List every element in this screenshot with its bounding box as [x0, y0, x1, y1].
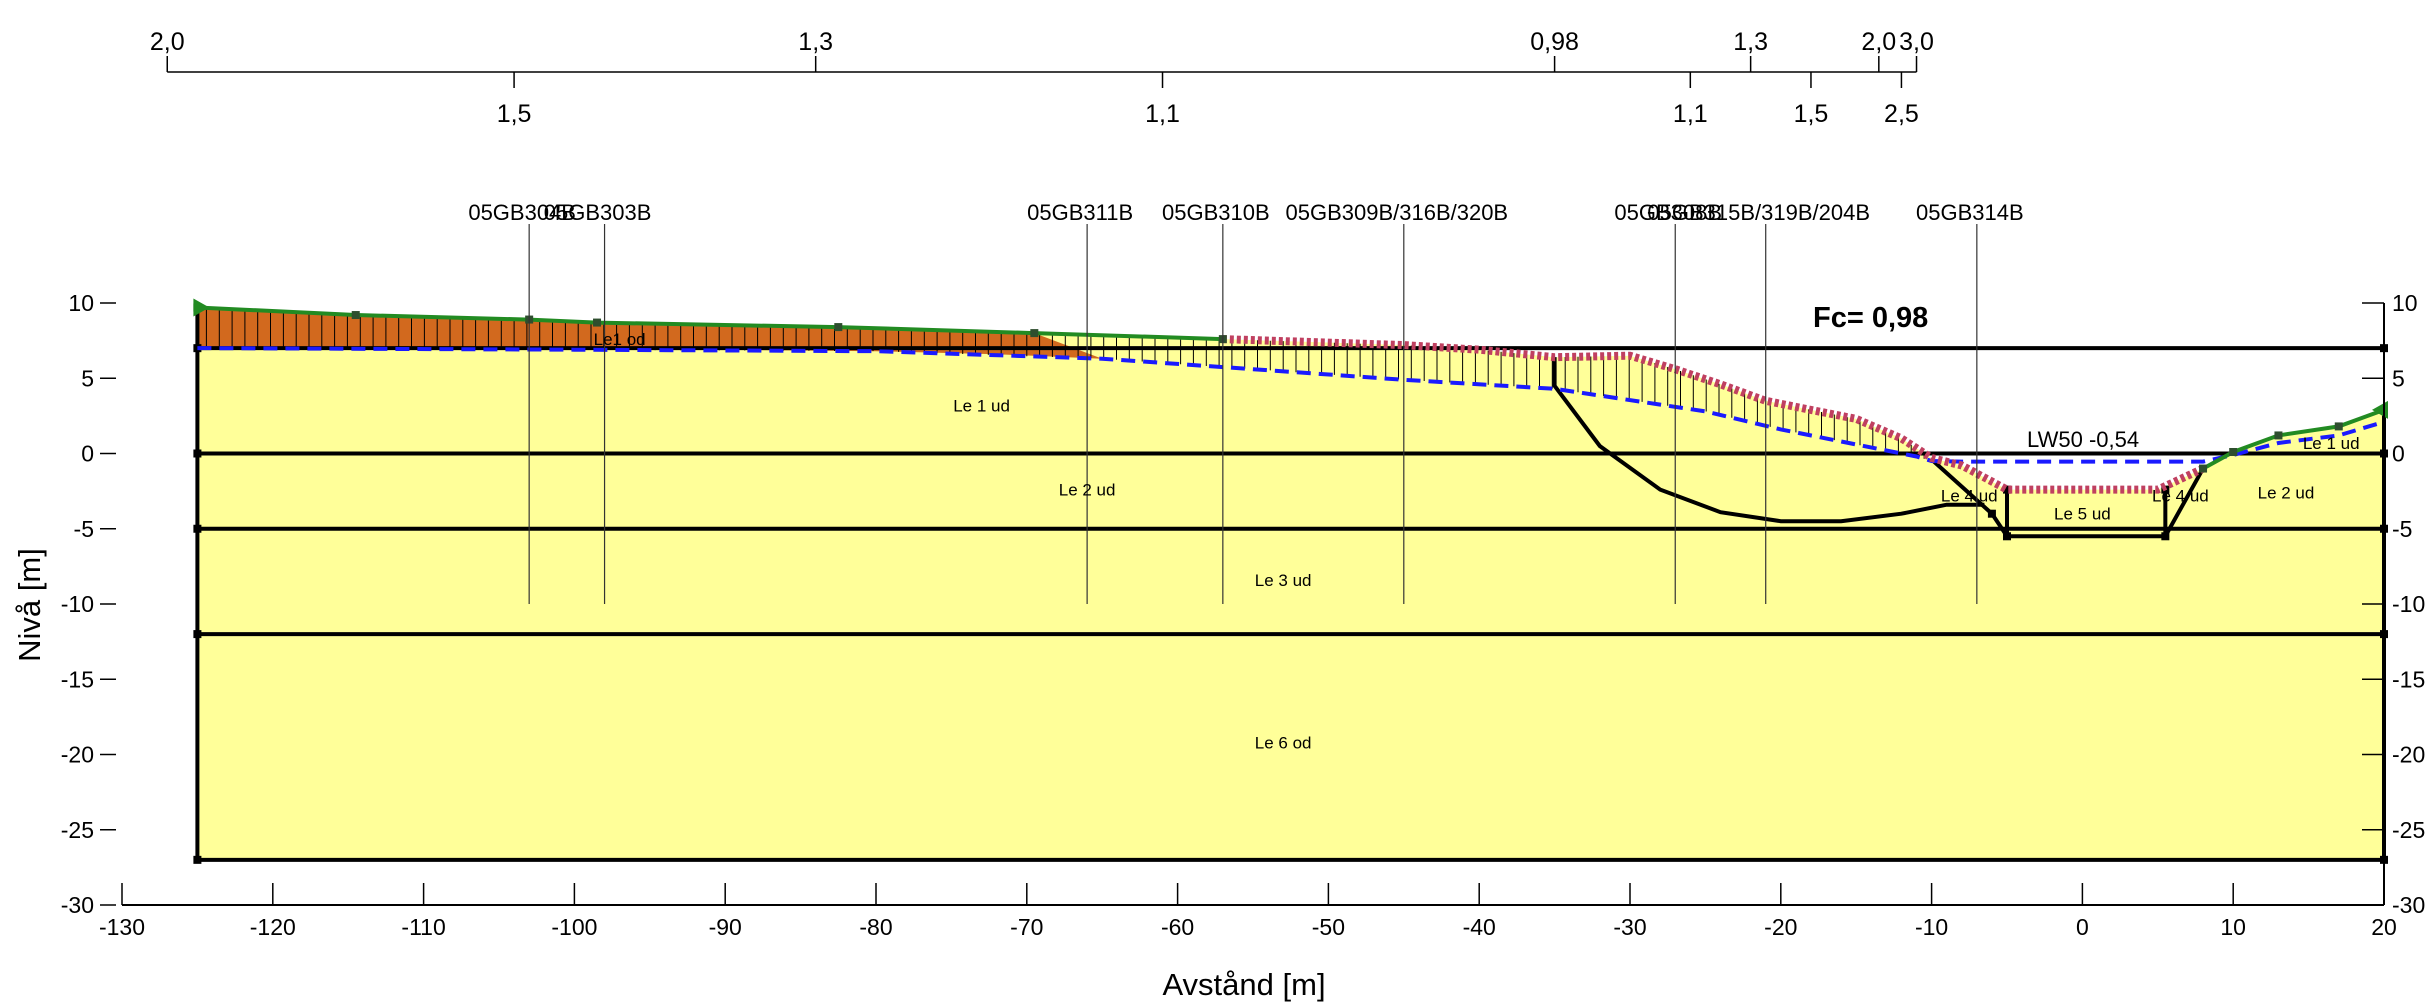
layer-label: Le 1 ud: [2303, 434, 2360, 453]
ground-node: [1030, 329, 1039, 338]
fs-label-upper: 2,0: [150, 28, 185, 56]
ground-node: [351, 311, 360, 320]
fs-label-lower: 1,1: [1145, 100, 1180, 128]
layer-label: Le 2 ud: [1059, 481, 1116, 500]
ground-node: [2334, 422, 2343, 431]
water-level-label: LW50 -0,54: [2027, 427, 2139, 452]
y-tick-label-left: -25: [61, 817, 94, 843]
y-axis-title: Nivå [m]: [12, 548, 47, 662]
fs-label-lower: 1,1: [1673, 100, 1708, 128]
y-tick-label-right: 0: [2392, 441, 2405, 467]
x-tick-label: -130: [99, 914, 145, 940]
y-tick-label-left: -10: [61, 591, 94, 617]
safety-factor-label: Fc= 0,98: [1813, 302, 1928, 334]
ground-node: [2274, 431, 2283, 440]
x-tick-label: 0: [2076, 914, 2089, 940]
y-tick-label-left: 5: [81, 365, 94, 391]
fs-label-upper: 3,0: [1899, 28, 1934, 56]
ground-node: [2199, 464, 2208, 473]
x-tick-label: -30: [1613, 914, 1646, 940]
layer-label: Le 6 od: [1255, 733, 1312, 752]
y-tick-label-left: -15: [61, 666, 94, 692]
x-tick-label: -60: [1161, 914, 1194, 940]
x-tick-label: -100: [551, 914, 597, 940]
layer-label: Le 1 ud: [953, 396, 1010, 415]
hatch-lines: [205, 307, 1925, 459]
y-tick-label-left: 0: [81, 441, 94, 467]
x-tick-label: -80: [859, 914, 892, 940]
y-tick-label-right: -25: [2392, 817, 2425, 843]
x-tick-label: -50: [1312, 914, 1345, 940]
fs-label-lower: 2,5: [1884, 100, 1919, 128]
x-tick-label: -10: [1915, 914, 1948, 940]
top-layer-fill: [197, 307, 1103, 359]
y-tick-label-right: -30: [2392, 892, 2425, 918]
ground-node: [2229, 447, 2238, 456]
y-tick-label-right: 10: [2392, 290, 2418, 316]
fs-label-lower: 1,5: [1794, 100, 1829, 128]
x-tick-label: -70: [1010, 914, 1043, 940]
fs-label-upper: 0,98: [1530, 28, 1579, 56]
y-tick-label-right: -5: [2392, 516, 2412, 542]
layer-label: Le 4 ud: [2152, 487, 2209, 506]
x-tick-label: -40: [1463, 914, 1496, 940]
layer-label: Le 3 ud: [1255, 571, 1312, 590]
borehole-label: 05GB304B: [468, 200, 576, 225]
ground-node: [834, 323, 843, 332]
x-tick-label: -120: [250, 914, 296, 940]
channel-node: [2003, 485, 2011, 494]
annotation-group: Avstånd [m] Nivå [m] Fc= 0,98 LW50 -0,54…: [12, 302, 2360, 1002]
borehole-label: 05GB310B: [1162, 200, 1270, 225]
borehole-label: 05GB314B: [1916, 200, 2024, 225]
borehole-label: 05GB303B: [544, 200, 652, 225]
y-tick-label-right: -20: [2392, 742, 2425, 768]
borehole-label: 05GB309B/316B/320B: [1285, 200, 1508, 225]
x-axis-title: Avstånd [m]: [1162, 967, 1325, 1002]
layer-label: Le 4 ud: [1941, 487, 1998, 506]
ground-start-marker: [193, 298, 210, 317]
hatch-group: [205, 307, 1925, 459]
ground-surface-slip-zone: [1222, 335, 2205, 494]
y-tick-label-right: -10: [2392, 591, 2425, 617]
y-tick-label-left: -30: [61, 892, 94, 918]
channel-node: [1987, 509, 1996, 518]
slip-surface: [1552, 357, 1985, 524]
layer-label: Le1 od: [594, 330, 646, 349]
soil-fill-group: [197, 307, 2385, 860]
fs-label-upper: 1,3: [1733, 28, 1768, 56]
fs-label-upper: 2,0: [1861, 28, 1896, 56]
x-tick-label: 20: [2371, 914, 2397, 940]
safety-factor-scale: 2,0 1,3 0,98 1,3 2,0 3,01,5 1,1 1,1 1,5 2,5: [150, 28, 1934, 128]
x-tick-label: -20: [1764, 914, 1797, 940]
x-tick-label: 10: [2220, 914, 2246, 940]
axes-group: -130 -120 -110 -100 -90 -80 -70 -60 -50 -40 -30 -20…: [61, 290, 2426, 940]
y-tick-label-right: -15: [2392, 666, 2425, 692]
layer-label: Le 5 ud: [2054, 505, 2111, 524]
channel-node: [2161, 532, 2170, 541]
y-tick-label-left: -5: [74, 516, 94, 542]
x-tick-label: -90: [709, 914, 742, 940]
fs-label-upper: 1,3: [798, 28, 833, 56]
borehole-label: 05GB308B: [1614, 200, 1722, 225]
y-tick-label-left: -20: [61, 742, 94, 768]
fs-label-lower: 1,5: [497, 100, 532, 128]
borehole-label: 05GB315B/319B/204B: [1647, 200, 1870, 225]
channel-node: [2003, 532, 2011, 541]
layer-label: Le 2 ud: [2258, 484, 2315, 503]
x-tick-label: -110: [401, 914, 445, 940]
soil-body: [197, 307, 2385, 860]
y-tick-label-right: 5: [2392, 365, 2405, 391]
ground-node: [593, 318, 602, 327]
borehole-label: 05GB311B: [1027, 200, 1133, 225]
y-tick-label-left: 10: [68, 290, 94, 316]
